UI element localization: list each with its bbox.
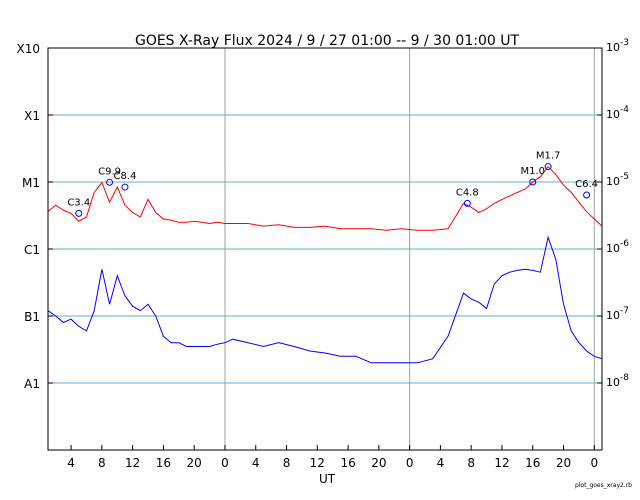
x-tick-label-9: 16: [340, 456, 355, 470]
left-axis-class-labels: X10 X1 M1 C1 B1 A1: [17, 42, 53, 391]
x-tick-label-5: 0: [221, 456, 229, 470]
gridlines: [48, 47, 602, 384]
class-label-3: C1: [24, 243, 40, 257]
x-tick-label-8: 12: [310, 456, 325, 470]
flare-marker-3: [463, 199, 471, 207]
x-tick-label-2: 12: [125, 456, 140, 470]
flare-label-0: C3.4: [67, 197, 90, 208]
credit-text: plot_goes_xray2.rb: [575, 482, 632, 489]
x-tick-label-7: 8: [283, 456, 291, 470]
flare-marker-0: [75, 209, 83, 217]
x-tick-label-10: 20: [371, 456, 386, 470]
flare-marker-2: [121, 183, 129, 191]
flux-label-5: 10-8: [606, 373, 629, 389]
x-tick-label-4: 20: [187, 456, 202, 470]
class-label-5: A1: [24, 377, 40, 391]
series-line-0: [47, 165, 603, 231]
x-tick-label-13: 8: [467, 456, 475, 470]
flux-series: [47, 165, 603, 364]
flare-label-1: C9.9: [98, 166, 121, 177]
flux-label-1: 10-4: [606, 105, 629, 121]
x-tick-label-15: 16: [525, 456, 540, 470]
flare-label-6: C6.4: [575, 179, 598, 190]
day-separator-lines: [224, 48, 595, 450]
flare-label-2: C8.4: [113, 171, 136, 182]
x-tick-label-1: 8: [98, 456, 106, 470]
flare-marker-6: [583, 191, 591, 199]
x-tick-label-16: 20: [556, 456, 571, 470]
x-tick-label-17: 0: [590, 456, 598, 470]
x-tick-label-0: 4: [67, 456, 75, 470]
flare-label-5: M1.7: [536, 151, 561, 162]
flare-marker-4: [529, 178, 537, 186]
chart-title: GOES X-Ray Flux 2024 / 9 / 27 01:00 -- 9…: [135, 33, 519, 49]
x-axis-tick-labels: 4 8 12 16 20 0 4 8 12 16 20 0 4 8 12 16 20 0: [67, 445, 598, 470]
flux-label-4: 10-7: [606, 306, 629, 322]
flux-label-2: 10-5: [606, 172, 629, 188]
flux-label-3: 10-6: [606, 239, 629, 255]
flare-marker-5: [544, 163, 552, 171]
right-axis-flux-labels: 10-3 10-4 10-5 10-6 10-7 10-8: [597, 38, 629, 389]
flare-label-4: M1.0: [520, 166, 545, 177]
series-line-1: [47, 235, 603, 364]
x-axis-label: UT: [319, 472, 336, 486]
flux-label-0: 10-3: [606, 38, 629, 54]
flare-label-3: C4.8: [456, 187, 479, 198]
x-tick-label-3: 16: [156, 456, 171, 470]
class-label-0: X10: [17, 42, 41, 56]
flare-annotations: C3.4 C9.9C8.4 C4.8 M1.0 M1.7 C6.4: [67, 151, 598, 217]
flare-marker-1: [106, 178, 114, 186]
class-label-1: X1: [24, 109, 40, 123]
x-tick-label-6: 4: [252, 456, 260, 470]
x-tick-label-12: 4: [437, 456, 445, 470]
class-label-4: B1: [24, 310, 40, 324]
class-label-2: M1: [22, 176, 40, 190]
x-tick-label-14: 12: [494, 456, 509, 470]
x-tick-label-11: 0: [406, 456, 414, 470]
